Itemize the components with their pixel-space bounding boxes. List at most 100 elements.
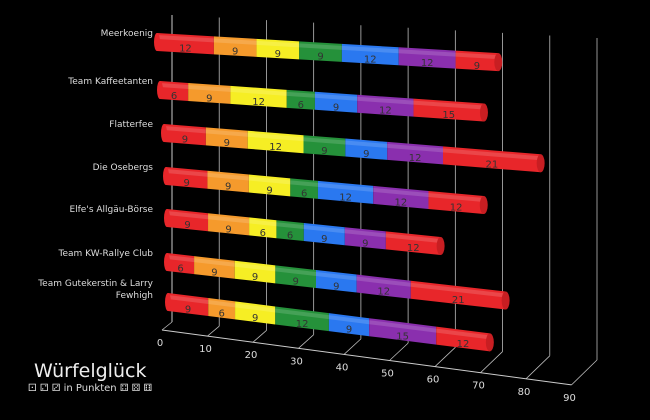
bar-highlight bbox=[428, 192, 484, 202]
bar-highlight bbox=[188, 84, 231, 92]
floor-gridline bbox=[389, 342, 409, 361]
bar-highlight bbox=[160, 83, 189, 89]
bar-highlight bbox=[443, 148, 541, 161]
bar-segment bbox=[205, 127, 248, 149]
bar-end-cap bbox=[501, 291, 510, 310]
bar-highlight bbox=[247, 132, 304, 142]
floor-gridline bbox=[252, 330, 267, 343]
bar-segment bbox=[207, 170, 249, 193]
data-label: 9 bbox=[362, 238, 368, 249]
bar-highlight bbox=[275, 308, 329, 320]
bar-segment bbox=[344, 227, 386, 250]
bar-segment bbox=[235, 301, 276, 325]
bar-segment bbox=[303, 223, 345, 246]
bar-highlight bbox=[356, 276, 411, 287]
data-label: 9 bbox=[252, 272, 258, 283]
data-label: 9 bbox=[225, 224, 231, 235]
floor-gridline bbox=[525, 355, 551, 380]
bar-highlight bbox=[168, 295, 209, 305]
bar-segment bbox=[315, 269, 357, 293]
floor-gridline bbox=[480, 351, 503, 373]
data-label: 12 bbox=[421, 58, 434, 69]
category-label: Die Osebergs bbox=[93, 163, 154, 173]
data-label: 9 bbox=[185, 305, 191, 316]
bar-end-cap bbox=[536, 154, 545, 173]
bar-highlight bbox=[249, 219, 277, 227]
bar-start-cap bbox=[165, 293, 171, 311]
bar-segment bbox=[230, 85, 287, 108]
data-label: 9 bbox=[474, 61, 480, 72]
bar-highlight bbox=[345, 140, 388, 148]
bar-segment bbox=[303, 135, 346, 157]
bar-start-cap bbox=[164, 253, 170, 271]
data-label: 15 bbox=[396, 331, 409, 342]
category-label: Team Kaffeetanten bbox=[67, 77, 153, 87]
bar-segment bbox=[167, 209, 209, 232]
bar-highlight bbox=[455, 52, 499, 60]
bar-segment bbox=[314, 91, 358, 113]
x-tick-label: 30 bbox=[290, 356, 303, 367]
bar-highlight bbox=[205, 129, 248, 137]
bar-segment bbox=[208, 298, 236, 320]
bar-start-cap bbox=[163, 167, 169, 185]
data-label: 12 bbox=[179, 44, 192, 55]
data-label: 12 bbox=[296, 319, 309, 330]
data-label: 9 bbox=[321, 234, 327, 245]
data-label: 21 bbox=[452, 295, 465, 306]
data-label: 12 bbox=[407, 243, 420, 254]
data-label: 6 bbox=[177, 264, 183, 275]
floor-gridline bbox=[298, 334, 314, 349]
data-label: 9 bbox=[224, 138, 230, 149]
data-label: 9 bbox=[206, 93, 212, 104]
data-label: 6 bbox=[218, 309, 224, 320]
data-label: 9 bbox=[333, 281, 339, 292]
bar-highlight bbox=[167, 211, 209, 220]
bar-segment bbox=[256, 38, 300, 60]
x-tick-label: 60 bbox=[427, 375, 440, 386]
data-label: 9 bbox=[333, 102, 339, 113]
bar-segment bbox=[455, 50, 499, 72]
bar-end-cap bbox=[485, 333, 494, 352]
floor-gridline bbox=[161, 321, 173, 331]
bar-segment bbox=[286, 89, 315, 110]
data-label: 9 bbox=[225, 182, 231, 193]
floor-gridline bbox=[571, 359, 598, 386]
data-label: 9 bbox=[363, 149, 369, 160]
data-label: 9 bbox=[232, 47, 238, 58]
bar-segment bbox=[208, 213, 250, 236]
bar-highlight bbox=[208, 215, 250, 224]
bar-highlight bbox=[164, 126, 206, 134]
data-label: 15 bbox=[442, 110, 455, 121]
bar-segment bbox=[369, 318, 437, 345]
bar-start-cap bbox=[164, 209, 170, 227]
bar-segment bbox=[248, 174, 291, 197]
data-label: 9 bbox=[292, 277, 298, 288]
bar-segment bbox=[194, 256, 235, 279]
category-label: Team Gutekerstin & Larry bbox=[37, 279, 153, 289]
bar-start-cap bbox=[154, 33, 160, 51]
bar-highlight bbox=[256, 40, 300, 48]
bar-segment bbox=[275, 265, 316, 288]
bar-segment bbox=[160, 81, 189, 101]
floor-gridline bbox=[207, 325, 220, 337]
bar-highlight bbox=[213, 38, 257, 45]
x-tick-label: 80 bbox=[518, 387, 531, 398]
bar-segment bbox=[167, 253, 195, 275]
x-tick-label: 50 bbox=[381, 369, 394, 380]
bar-highlight bbox=[317, 182, 374, 192]
bar-segment bbox=[413, 98, 484, 122]
data-label: 6 bbox=[287, 231, 293, 242]
bar-highlight bbox=[157, 35, 214, 43]
bar-highlight bbox=[303, 137, 346, 145]
bar-segment bbox=[275, 306, 329, 332]
bar-end-cap bbox=[479, 103, 488, 122]
bar-highlight bbox=[234, 262, 276, 272]
bar-highlight bbox=[373, 187, 429, 197]
bar-highlight bbox=[398, 49, 456, 57]
data-label: 9 bbox=[275, 49, 281, 60]
bar-segment bbox=[345, 138, 388, 160]
bar-segment bbox=[247, 130, 304, 154]
data-label: 6 bbox=[260, 228, 266, 239]
bar-segment bbox=[276, 220, 304, 241]
